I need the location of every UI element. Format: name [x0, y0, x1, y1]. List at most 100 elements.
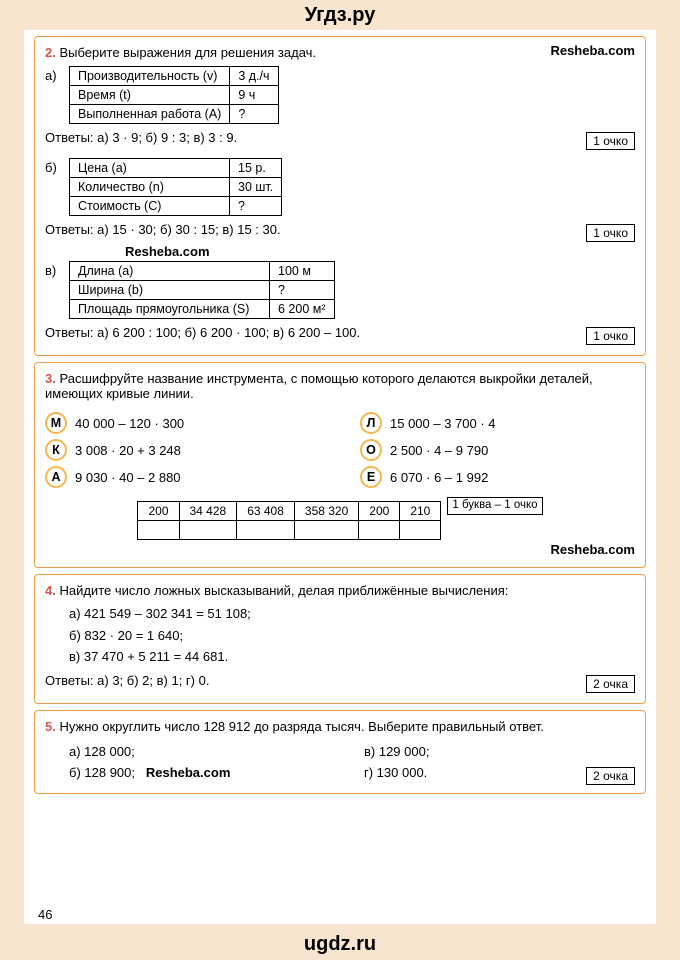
task-2: Resheba.com 2. Выберите выражения для ре… [34, 36, 646, 356]
expr-row: Е 6 070 · 6 – 1 992 [360, 466, 635, 488]
cell: Длина (a) [70, 262, 270, 281]
task-2v-table: Длина (a)100 м Ширина (b)? Площадь прямо… [69, 261, 335, 319]
task-2b-score: 1 очко [586, 224, 635, 242]
cell: 15 р. [230, 159, 282, 178]
expr: 9 030 · 40 – 2 880 [75, 470, 181, 485]
cell [400, 521, 441, 540]
cell: 210 [400, 502, 441, 521]
task-3-num: 3. [45, 371, 56, 386]
letter-circle: Л [360, 412, 382, 434]
task-2a-table: Производительность (v)3 д./ч Время (t)9 … [69, 66, 279, 124]
letter-circle: Е [360, 466, 382, 488]
expr: 6 070 · 6 – 1 992 [390, 470, 488, 485]
task-2b-table: Цена (a)15 р. Количество (n)30 шт. Стоим… [69, 158, 282, 216]
letter-circle: М [45, 412, 67, 434]
task-2-num: 2. [45, 45, 56, 60]
cell: Производительность (v) [70, 67, 230, 86]
expr: 15 000 – 3 700 · 4 [390, 416, 496, 431]
cell: Площадь прямоугольника (S) [70, 300, 270, 319]
task-2b-answers: Ответы: а) 15 · 30; б) 30 : 15; в) 15 : … [45, 222, 281, 237]
task-4-v: в) 37 470 + 5 211 = 44 681. [69, 647, 635, 667]
resheba-mark: Resheba.com [45, 542, 635, 557]
task-5-score: 2 очка [586, 767, 635, 785]
task-5-options: а) 128 000; б) 128 900; Resheba.com в) 1… [45, 740, 635, 783]
site-watermark-bottom: ugdz.ru [304, 933, 376, 956]
expr: 2 500 · 4 – 9 790 [390, 443, 488, 458]
cell: Стоимость (C) [70, 197, 230, 216]
task-4: 4. Найдите число ложных высказываний, де… [34, 574, 646, 704]
task-2v-answers-row: Ответы: а) 6 200 : 100; б) 6 200 · 100; … [45, 325, 635, 345]
cell: 63 408 [237, 502, 295, 521]
task-4-answers-row: Ответы: а) 3; б) 2; в) 1; г) 0. 2 очка [45, 673, 635, 693]
task-4-prompt: 4. Найдите число ложных высказываний, де… [45, 583, 635, 598]
page-content: Resheba.com 2. Выберите выражения для ре… [24, 30, 656, 924]
letter-circle: О [360, 439, 382, 461]
task-2v-score: 1 очко [586, 327, 635, 345]
cell [294, 521, 358, 540]
cell: 200 [138, 502, 179, 521]
expr: 3 008 · 20 + 3 248 [75, 443, 181, 458]
cell: ? [230, 105, 278, 124]
task-2v-answers: Ответы: а) 6 200 : 100; б) 6 200 · 100; … [45, 325, 360, 340]
task-3-text: Расшифруйте название инструмента, с помо… [45, 371, 593, 401]
task-4-score: 2 очка [586, 675, 635, 693]
task-5-a: а) 128 000; [69, 742, 340, 762]
expr-row: Л 15 000 – 3 700 · 4 [360, 412, 635, 434]
cell: ? [270, 281, 335, 300]
resheba-mark: Resheba.com [550, 43, 635, 58]
task-3: 3. Расшифруйте название инструмента, с п… [34, 362, 646, 568]
task-2b-label: б) [45, 158, 63, 175]
expr-row: О 2 500 · 4 – 9 790 [360, 439, 635, 461]
cell: 200 [359, 502, 400, 521]
cell [179, 521, 237, 540]
task-2a: а) Производительность (v)3 д./ч Время (t… [45, 66, 635, 124]
cell: Ширина (b) [70, 281, 270, 300]
expr: 40 000 – 120 · 300 [75, 416, 184, 431]
cell: 34 428 [179, 502, 237, 521]
task-2v-label: в) [45, 261, 63, 278]
task-3-answer-table: 200 34 428 63 408 358 320 200 210 [137, 501, 441, 540]
task-2v: в) Длина (a)100 м Ширина (b)? Площадь пр… [45, 261, 635, 319]
cell: 30 шт. [230, 178, 282, 197]
task-2a-label: а) [45, 66, 63, 83]
cell: Время (t) [70, 86, 230, 105]
cell: 3 д./ч [230, 67, 278, 86]
task-3-left-col: М40 000 – 120 · 300 К3 008 · 20 + 3 248 … [45, 407, 320, 493]
task-4-b: б) 832 · 20 = 1 640; [69, 626, 635, 646]
task-2-text: Выберите выражения для решения задач. [59, 45, 316, 60]
task-2a-answers-row: Ответы: а) 3 · 9; б) 9 : 3; в) 3 : 9. 1 … [45, 130, 635, 150]
cell: ? [230, 197, 282, 216]
cell [138, 521, 179, 540]
task-5-text: Нужно округлить число 128 912 до разряда… [59, 719, 543, 734]
task-2b: б) Цена (a)15 р. Количество (n)30 шт. Ст… [45, 158, 635, 216]
task-5-prompt: 5. Нужно округлить число 128 912 до разр… [45, 719, 635, 734]
page-number: 46 [38, 907, 52, 922]
task-2a-score: 1 очко [586, 132, 635, 150]
task-5-num: 5. [45, 719, 56, 734]
expr-row: М 40 000 – 120 · 300 [45, 412, 320, 434]
resheba-mark: Resheba.com [146, 765, 231, 780]
task-3-score: 1 буква – 1 очко [447, 497, 542, 515]
task-5: 5. Нужно округлить число 128 912 до разр… [34, 710, 646, 794]
cell: 358 320 [294, 502, 358, 521]
task-5-v: в) 129 000; [364, 742, 635, 762]
site-watermark-top: Угдз.ру [305, 4, 376, 27]
letter-circle: А [45, 466, 67, 488]
cell: 6 200 м² [270, 300, 335, 319]
cell: 9 ч [230, 86, 278, 105]
resheba-mark: Resheba.com [125, 244, 635, 259]
task-3-expressions: М40 000 – 120 · 300 К3 008 · 20 + 3 248 … [45, 407, 635, 493]
task-3-answer-row: 200 34 428 63 408 358 320 200 210 1 букв… [45, 497, 635, 540]
task-5-b: б) 128 900; Resheba.com [69, 763, 340, 783]
task-2a-answers: Ответы: а) 3 · 9; б) 9 : 3; в) 3 : 9. [45, 130, 237, 145]
task-3-prompt: 3. Расшифруйте название инструмента, с п… [45, 371, 635, 401]
cell: Выполненная работа (A) [70, 105, 230, 124]
letter-circle: К [45, 439, 67, 461]
cell [359, 521, 400, 540]
task-5-b-text: б) 128 900; [69, 765, 135, 780]
cell: Цена (a) [70, 159, 230, 178]
expr-row: К 3 008 · 20 + 3 248 [45, 439, 320, 461]
task-4-num: 4. [45, 583, 56, 598]
cell: 100 м [270, 262, 335, 281]
task-4-answers: Ответы: а) 3; б) 2; в) 1; г) 0. [45, 673, 209, 688]
